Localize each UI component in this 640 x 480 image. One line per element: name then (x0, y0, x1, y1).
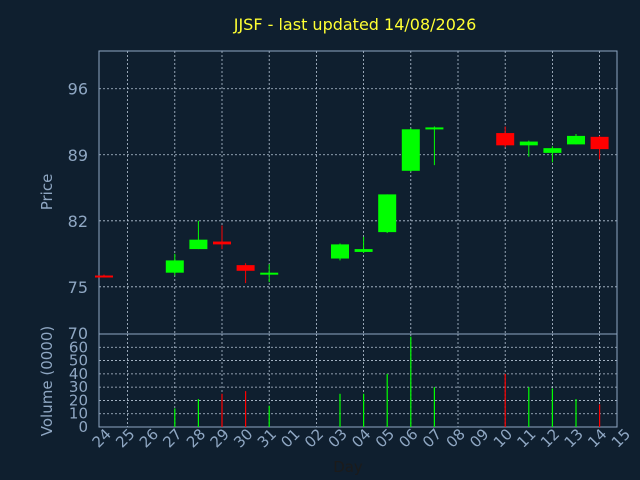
candle-body (543, 148, 562, 153)
volume-tick-label: 30 (69, 378, 88, 396)
candle-body (590, 136, 609, 150)
price-tick-label: 75 (68, 278, 88, 297)
candle-body (401, 129, 420, 171)
day-tick-label: 08 (443, 425, 469, 451)
candle-body (567, 135, 585, 145)
day-tick-label: 27 (159, 425, 185, 451)
volume-bars (174, 336, 601, 427)
day-tick-label: 14 (584, 425, 610, 451)
candle-body (95, 275, 113, 278)
candle-body (519, 141, 538, 146)
price-frame (98, 50, 618, 335)
day-tick-label: 10 (490, 425, 516, 451)
candle-body (496, 133, 515, 146)
price-grid (99, 51, 617, 334)
day-tick-label: 01 (277, 425, 303, 451)
day-tick-label: 04 (348, 425, 374, 451)
volume-frame (98, 333, 618, 428)
candle-body (260, 272, 279, 275)
volume-axis-label: Volume (0000) (38, 326, 56, 436)
price-tick-label: 89 (68, 146, 88, 165)
volume-tick-label: 70 (68, 324, 88, 343)
volume-tick-label: 20 (69, 391, 88, 409)
day-tick-label: 07 (419, 425, 445, 451)
day-tick-label: 06 (395, 425, 421, 451)
candle-body (236, 265, 255, 271)
chart-title: JJSF - last updated 14/08/2026 (233, 15, 477, 34)
day-tick-label: 09 (466, 425, 492, 451)
volume-grid (99, 334, 617, 427)
volume-tick-label: 0 (78, 418, 88, 436)
volume-tick-label: 60 (69, 338, 88, 356)
candles (95, 126, 609, 284)
price-tick-label: 96 (68, 80, 88, 99)
candle-body (165, 260, 184, 273)
x-axis-label: Day (333, 458, 363, 476)
candle-body (213, 241, 231, 245)
day-tick-label: 28 (183, 425, 209, 451)
candle-body (425, 127, 444, 130)
candle-body (331, 244, 349, 259)
day-tick-label: 15 (608, 425, 634, 451)
day-tick-label: 26 (136, 425, 162, 451)
candle-body (378, 194, 397, 233)
volume-tick-label: 50 (69, 352, 88, 370)
day-tick-label: 05 (372, 425, 398, 451)
day-tick-label: 29 (207, 425, 233, 451)
day-tick-label: 03 (325, 425, 351, 451)
price-axis-label: Price (38, 174, 56, 211)
day-tick-label: 31 (254, 425, 280, 451)
volume-tick-label: 10 (69, 405, 88, 423)
day-ticks: 2425262728293031010203040506070809101112… (89, 425, 634, 451)
day-tick-label: 12 (537, 425, 563, 451)
day-tick-label: 25 (112, 425, 138, 451)
price-y-ticks: 75 82 89 96 (68, 80, 88, 297)
volume-tick-label: 40 (69, 365, 88, 383)
candle-body (189, 239, 208, 250)
price-panel: 75 82 89 96 Price (38, 50, 618, 335)
price-tick-label: 82 (68, 212, 88, 231)
day-tick-label: 24 (89, 425, 115, 451)
day-tick-label: 13 (561, 425, 587, 451)
candle-body (354, 249, 373, 252)
day-tick-label: 30 (230, 425, 256, 451)
day-tick-label: 11 (513, 425, 539, 451)
day-tick-label: 02 (301, 425, 327, 451)
